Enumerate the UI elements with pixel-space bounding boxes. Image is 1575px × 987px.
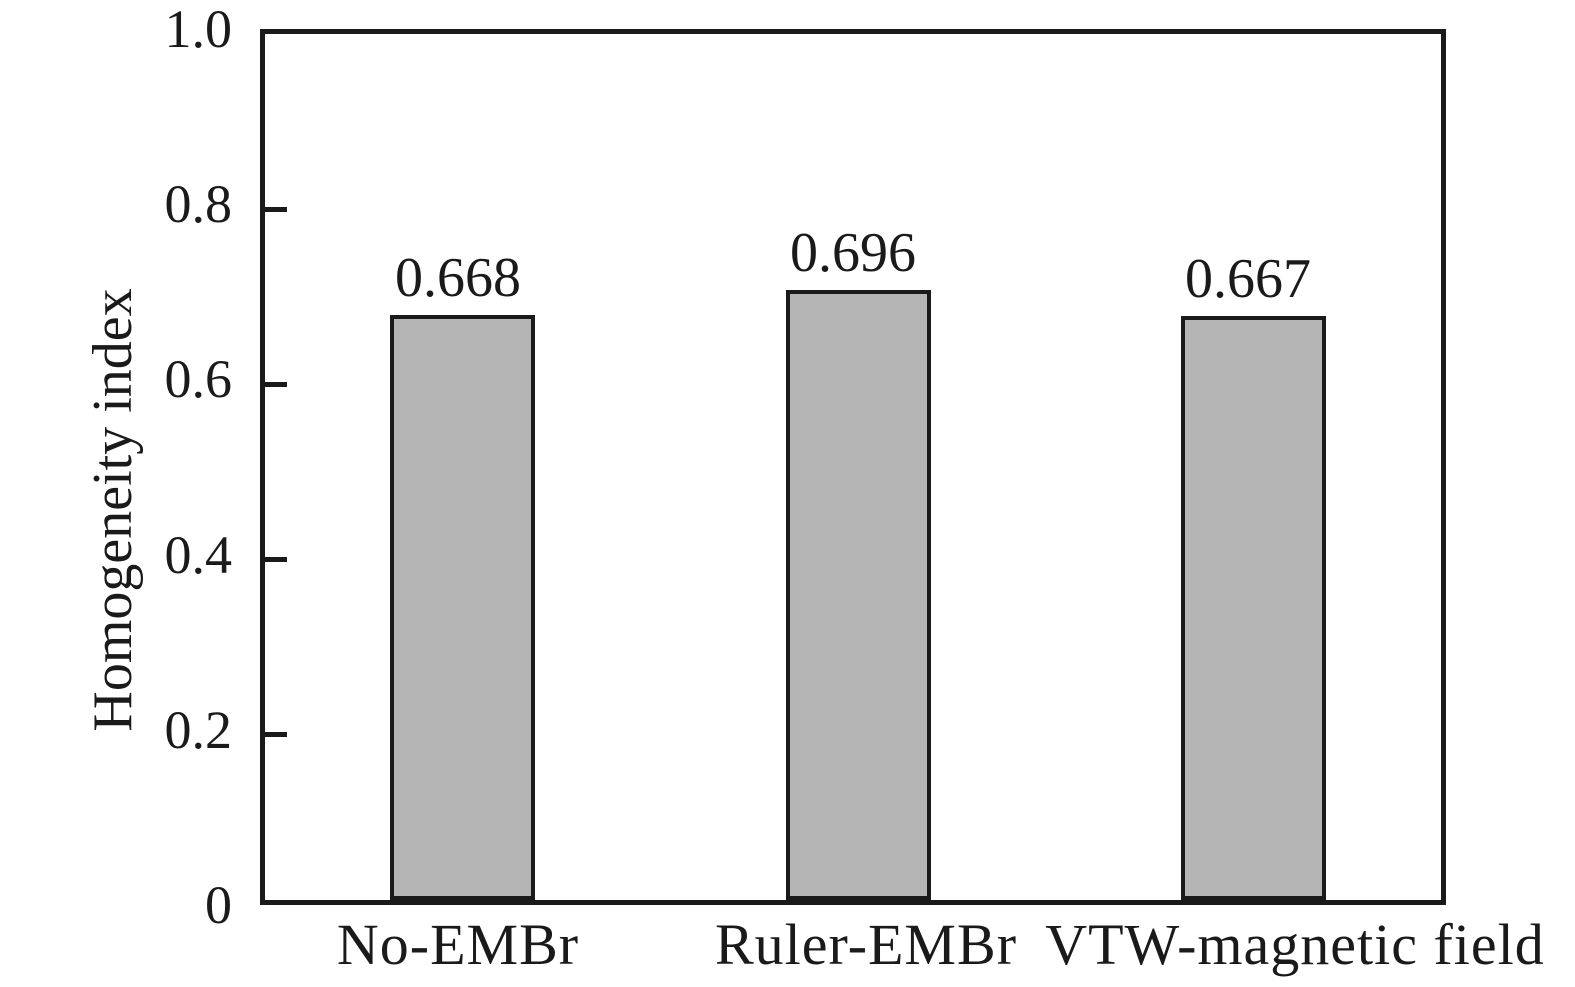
x-category-label-no-embr: No-EMBr — [336, 912, 580, 977]
bar-vtw-magnetic-field — [1181, 316, 1326, 900]
y-tick-label-1-0: 1.0 — [164, 0, 233, 59]
y-tick-mark-0-8 — [265, 207, 287, 212]
y-tick-label-0: 0 — [205, 875, 232, 935]
y-tick-mark-0-6 — [265, 382, 287, 387]
bar-value-label-vtw-magnetic-field: 0.667 — [1185, 248, 1311, 310]
y-tick-mark-0-4 — [265, 557, 287, 562]
y-tick-label-0-2: 0.2 — [164, 700, 233, 760]
bar-ruler-embr — [786, 290, 931, 900]
y-tick-mark-0-2 — [265, 732, 287, 737]
bar-no-embr — [390, 315, 535, 900]
bar-value-label-no-embr: 0.668 — [395, 247, 521, 309]
bar-value-label-ruler-embr: 0.696 — [790, 222, 916, 284]
plot-area — [260, 29, 1446, 905]
y-tick-label-0-4: 0.4 — [164, 525, 233, 585]
x-category-label-vtw-magnetic-field: VTW-magnetic field — [1045, 912, 1545, 977]
y-axis-title: Homogeneity index — [82, 288, 144, 732]
x-category-label-ruler-embr: Ruler-EMBr — [714, 912, 1018, 977]
y-tick-label-0-6: 0.6 — [164, 349, 233, 409]
y-tick-label-0-8: 0.8 — [164, 174, 233, 234]
